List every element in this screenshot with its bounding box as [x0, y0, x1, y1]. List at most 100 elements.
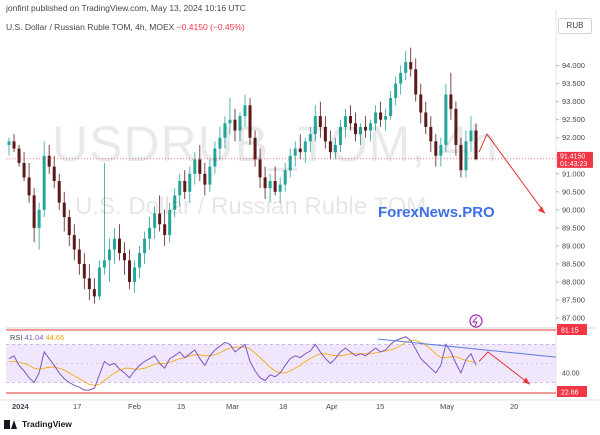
flash-icon-glyph	[471, 316, 478, 327]
y-tick-label: 93.000	[562, 97, 585, 106]
candle-body	[7, 141, 11, 145]
candle-body	[153, 213, 157, 228]
candle-body	[333, 144, 337, 153]
candle-body	[92, 289, 96, 297]
candle-body	[37, 209, 41, 228]
candle-body	[238, 116, 242, 131]
y-tick-label: 88.000	[562, 277, 585, 286]
candle-body	[107, 249, 111, 261]
candle-body	[223, 123, 227, 138]
price-pane	[6, 28, 556, 324]
candle-body	[112, 238, 116, 250]
candle-body	[424, 112, 428, 127]
candle-body	[228, 119, 232, 124]
candle-body	[82, 263, 86, 279]
rsi-forecast-arrowhead	[523, 377, 530, 385]
candle-body	[77, 249, 81, 264]
candle-body	[233, 119, 237, 131]
candle-body	[293, 148, 297, 156]
y-tick-label: 89.500	[562, 223, 585, 232]
x-tick-label: Feb	[128, 402, 141, 411]
candle-body	[148, 227, 152, 239]
y-tick-label: 88.500	[562, 259, 585, 268]
candle-body	[243, 105, 247, 117]
rsi-title: RSI	[10, 333, 23, 342]
candle-body	[273, 181, 277, 192]
candle-body	[168, 209, 172, 236]
y-tick-label: 87.000	[562, 314, 585, 323]
tradingview-logo-icon	[4, 419, 18, 429]
y-tick-label: 92.500	[562, 115, 585, 124]
currency-button[interactable]: RUB	[558, 18, 592, 34]
candle-body	[263, 177, 267, 189]
candle-body	[364, 126, 368, 131]
candle-body	[379, 112, 383, 120]
candle-body	[173, 195, 177, 210]
symbol-line: U.S. Dollar / Russian Ruble TOM, 4h, MOE…	[6, 22, 245, 32]
candle-body	[384, 116, 388, 120]
candle-body	[288, 155, 292, 171]
candle-body	[163, 224, 167, 236]
candle-body	[258, 159, 262, 178]
y-tick-label: 91.000	[562, 169, 585, 178]
candle-body	[248, 105, 252, 138]
candle-body	[323, 126, 327, 142]
candle-body	[203, 173, 207, 185]
y-tick-label: 89.000	[562, 241, 585, 250]
candle-body	[198, 159, 202, 174]
candle-body	[57, 181, 61, 203]
candle-body	[283, 170, 287, 185]
candle-body	[328, 141, 332, 153]
y-tick-label: 90.500	[562, 187, 585, 196]
candle-body	[318, 116, 322, 127]
candle-body	[409, 62, 413, 70]
candle-body	[469, 130, 473, 142]
candle-body	[72, 235, 76, 250]
candle-body	[308, 134, 312, 142]
watermark-ticker: USDRUB_TOM, 4h	[52, 116, 499, 172]
candle-body	[122, 253, 127, 261]
candle-body	[143, 238, 147, 254]
rsi-axis-label: 22.66	[561, 390, 579, 397]
x-tick-label: 20	[510, 402, 518, 411]
candle-body	[42, 155, 46, 210]
candle-body	[369, 123, 373, 131]
last-price-tag	[557, 151, 593, 168]
rsi-axis-tag	[557, 386, 587, 397]
candle-body	[303, 141, 307, 153]
x-tick-label: 18	[279, 402, 287, 411]
candle-body	[399, 72, 403, 84]
candle-body	[278, 184, 282, 192]
rsi-value: 41.04	[24, 333, 44, 342]
candle-body	[358, 126, 363, 135]
candle-body	[444, 94, 448, 145]
candle-body	[374, 112, 378, 124]
rsi-axis-label: 81.15	[561, 328, 579, 335]
candle-body	[218, 137, 222, 149]
y-tick-label: 93.500	[562, 79, 585, 88]
candle-body	[298, 148, 302, 153]
forecast-arrowhead	[538, 206, 545, 214]
candle-body	[32, 195, 36, 228]
y-tick-label: 87.500	[562, 295, 585, 304]
rsi-legend: RSI 41.04 44.66	[10, 333, 64, 342]
candle-body	[439, 144, 443, 156]
publish-info: jonfint published on TradingView.com, Ma…	[6, 3, 246, 13]
candle-body	[117, 238, 121, 254]
candle-body	[414, 69, 418, 95]
candle-body	[348, 116, 352, 124]
y-tick-label: 90.000	[562, 205, 585, 214]
footer-logo-text: TradingView	[22, 419, 72, 429]
x-tick-label: 2024	[12, 402, 30, 411]
candle-body	[404, 62, 408, 73]
footer: TradingView	[4, 419, 72, 429]
countdown-label: 01:43:23	[560, 161, 587, 168]
candle-body	[27, 177, 31, 196]
candle-body	[268, 181, 272, 189]
candle-body	[17, 148, 21, 163]
candle-body	[253, 137, 257, 160]
candle-body	[62, 202, 66, 218]
watermark-name: U.S. Dollar / Russian Ruble TOM	[75, 193, 427, 220]
forecast-line	[478, 133, 546, 214]
